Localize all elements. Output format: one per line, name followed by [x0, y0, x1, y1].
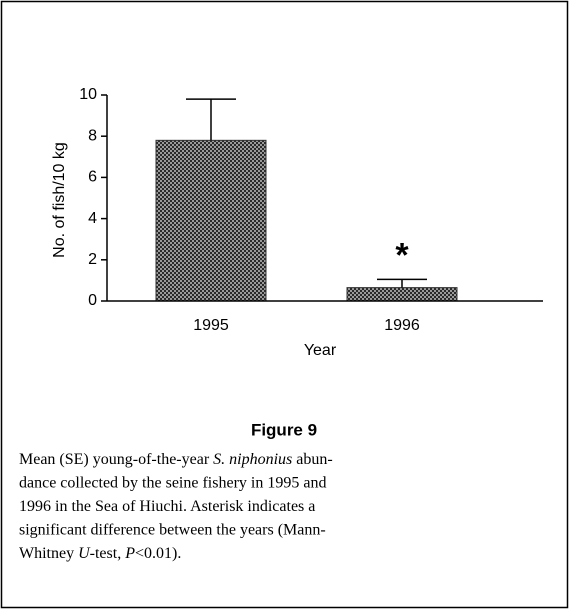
x-tick-label: 1995: [193, 317, 229, 334]
caption-run: P: [124, 545, 135, 562]
caption-line: significant difference between the years…: [19, 521, 326, 538]
y-tick-label: 8: [88, 127, 97, 144]
caption-run: significant difference between the years…: [19, 521, 326, 538]
x-axis-label: Year: [304, 342, 337, 359]
y-axis-label: No. of fish/10 kg: [51, 142, 68, 258]
bar: [155, 139, 267, 302]
y-tick-label: 4: [88, 210, 97, 227]
annotation: *: [395, 236, 409, 274]
caption-run: S. niphonius: [213, 451, 292, 468]
error-bar: [186, 98, 236, 141]
caption-run: abun-: [292, 451, 332, 468]
caption-run: <0.01).: [135, 545, 181, 562]
caption-line: Whitney U-test, P<0.01).: [19, 545, 181, 562]
y-tick-label: 10: [79, 86, 97, 103]
y-tick-label: 6: [88, 169, 97, 186]
caption-run: -test,: [90, 545, 126, 562]
caption-run: Mean (SE) young-of-the-year: [19, 451, 213, 468]
bar: [346, 287, 458, 302]
caption-line: 1996 in the Sea of Hiuchi. Asterisk indi…: [19, 498, 315, 515]
caption-line: dance collected by the seine fishery in …: [19, 474, 326, 491]
caption-run: 1996 in the Sea of Hiuchi. Asterisk indi…: [19, 498, 315, 515]
figure-title: Figure 9: [251, 420, 317, 439]
y-tick-label: 2: [88, 251, 97, 268]
error-bar: [377, 278, 427, 288]
x-tick-label: 1996: [384, 317, 420, 334]
caption-line: Mean (SE) young-of-the-year S. niphonius…: [19, 451, 333, 468]
y-tick-label: 0: [88, 292, 97, 309]
caption-run: U: [78, 545, 91, 562]
caption-run: Whitney: [19, 545, 78, 562]
caption-run: dance collected by the seine fishery in …: [19, 474, 326, 491]
